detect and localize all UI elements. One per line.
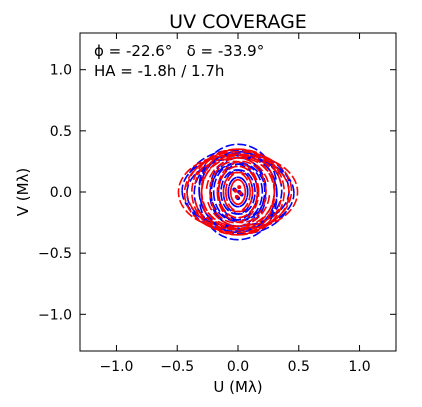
- uv-track: [200, 156, 271, 228]
- uv-track: [220, 169, 254, 215]
- uv-tracks: [177, 143, 299, 241]
- uv-track: [217, 163, 264, 221]
- chart-title: UV COVERAGE: [169, 11, 307, 33]
- uv-point: [237, 185, 242, 190]
- uv-point: [234, 194, 239, 199]
- x-tick-label: 0.5: [288, 359, 310, 375]
- uv-track: [198, 143, 277, 234]
- uv-track: [217, 165, 259, 219]
- x-tick-label: 1.0: [348, 359, 370, 375]
- uv-track: [209, 161, 267, 228]
- uv-track: [222, 171, 251, 213]
- uv-track: [198, 153, 266, 229]
- y-tick-label: −0.5: [38, 246, 72, 262]
- x-tick-labels: −1.0 −0.5 0.0 0.5 1.0: [99, 359, 370, 375]
- y-tick-label: 0.5: [50, 124, 72, 140]
- uv-track: [194, 148, 285, 236]
- uv-track: [216, 160, 267, 224]
- uv-track: [225, 171, 254, 213]
- hour-angle-annotation: HA = -1.8h / 1.7h: [94, 62, 224, 80]
- axis-ticks: [80, 33, 396, 351]
- uv-track: [196, 154, 299, 230]
- uv-point: [238, 191, 243, 196]
- y-tick-labels: −1.0 −0.5 0.0 0.5 1.0: [38, 63, 72, 324]
- uv-track: [199, 150, 278, 241]
- uv-track: [222, 169, 256, 215]
- y-axis-label: V (Mλ): [14, 168, 32, 217]
- uv-track: [209, 160, 260, 224]
- uv-track: [227, 176, 249, 208]
- uv-points: [232, 185, 244, 201]
- uv-track: [183, 153, 290, 234]
- x-tick-label: 0.0: [227, 359, 249, 375]
- y-tick-label: 1.0: [50, 63, 72, 79]
- coordinates-annotation: ϕ = -22.6° δ = -33.9°: [94, 42, 264, 60]
- y-tick-label: 0.0: [50, 185, 72, 201]
- x-tick-label: −0.5: [160, 359, 194, 375]
- x-axis-label: U (Mλ): [213, 378, 262, 396]
- x-tick-label: −1.0: [99, 359, 133, 375]
- uv-track: [205, 156, 276, 228]
- uv-point: [233, 188, 238, 193]
- uv-track: [229, 178, 247, 206]
- y-tick-label: −1.0: [38, 307, 72, 323]
- uv-track: [212, 163, 259, 221]
- uv-track: [186, 150, 293, 231]
- uv-track: [209, 156, 267, 223]
- uv-track: [210, 155, 278, 231]
